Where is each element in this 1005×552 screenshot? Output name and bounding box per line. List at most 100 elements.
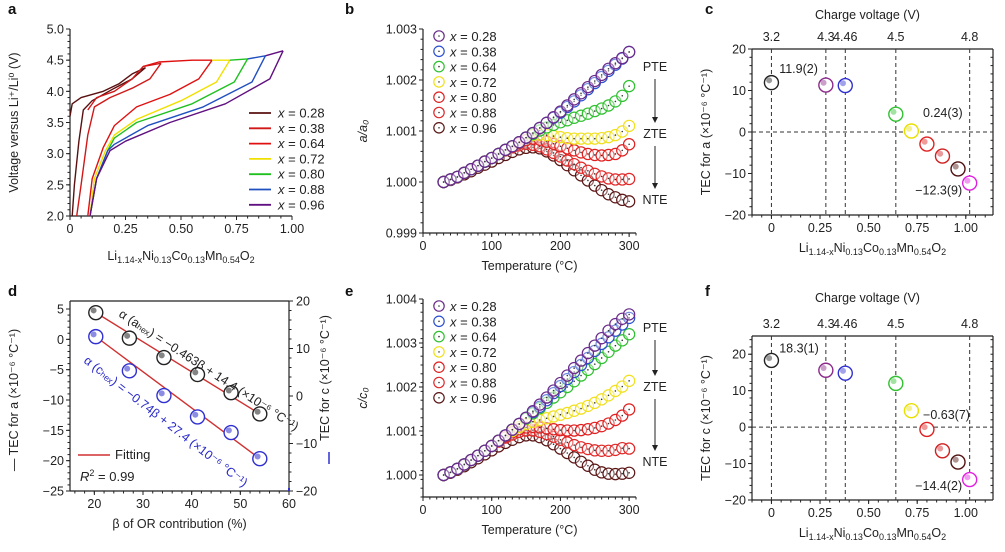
x-tick-label: 0.75 (905, 221, 929, 235)
data-point-center (587, 88, 589, 90)
data-point-center (621, 414, 624, 417)
data-point (888, 375, 904, 392)
data-point-center (525, 147, 527, 149)
formula-part: 2 (941, 247, 946, 257)
data-point-center (525, 417, 527, 419)
x-tick-label: 0.75 (905, 506, 929, 520)
curve-charge-1 (87, 62, 162, 111)
data-point-center (607, 450, 610, 452)
data-point-center (587, 448, 589, 450)
data-point-center (573, 100, 575, 103)
data-point-center (566, 159, 569, 162)
legend-value: = 0.64 (457, 330, 497, 345)
data-point-center (614, 134, 617, 136)
data-point-center (607, 177, 610, 180)
data-point-center (600, 337, 603, 339)
formula-part: Ni (834, 241, 846, 255)
data-point-highlight (90, 307, 97, 314)
data-point-center (614, 449, 617, 451)
data-point-center (552, 415, 555, 418)
data-point-center (545, 396, 548, 399)
data-point-center (621, 339, 624, 342)
legend-value: = 0.64 (285, 136, 325, 151)
data-point-center (552, 142, 555, 145)
y-tick-label: 2.0 (47, 210, 64, 224)
panel-a: 0 0.25 0.50 0.75 1.00 2.0 2.5 3.0 3.5 4.0 4.5 5.0 Li… (7, 23, 325, 266)
data-point-center (580, 174, 582, 177)
legend-x: x (449, 360, 457, 375)
legend-marker-center (438, 111, 440, 114)
data-point-center (442, 474, 445, 476)
data-point (950, 454, 966, 470)
data-point-center (504, 436, 507, 439)
data-point-highlight (158, 352, 165, 359)
data-point-center (518, 426, 520, 428)
formula-part: Li (799, 526, 809, 540)
data-point-center (470, 461, 472, 464)
data-point-center (580, 446, 582, 449)
data-point-center (559, 447, 562, 450)
formula-part: 0.13 (187, 255, 205, 265)
data-point-center (545, 150, 548, 153)
legend-label: x = 0.38 (449, 314, 497, 329)
data-point-center (456, 176, 459, 178)
legend-value: = 0.28 (285, 106, 325, 121)
data-point-highlight (225, 387, 232, 394)
legend-x: x (449, 90, 457, 105)
data-point-center (628, 472, 630, 474)
data-point-highlight (192, 369, 199, 376)
y-axis-title: TEC for c (×10⁻⁶ °C⁻¹) (699, 355, 713, 481)
data-point-center (587, 112, 589, 115)
data-point-center (566, 429, 569, 432)
data-point-center (559, 110, 562, 113)
legend-label: x = 0.28 (449, 29, 497, 44)
legend-label: x = 0.64 (449, 330, 497, 345)
data-point-highlight (766, 355, 773, 362)
y-tick-label: 20 (732, 348, 746, 362)
y-tick-label: 1.002 (386, 381, 417, 395)
data-point-center (573, 137, 575, 140)
y-tick-label: 0.999 (386, 227, 417, 241)
formula-part: 0.54 (914, 247, 932, 257)
panel-c: 0 0.25 0.50 0.75 1.00−20−1001020Li1.14-xNi0.… (699, 8, 994, 257)
y-tick-label: 2.5 (47, 178, 64, 192)
curve-charge-2 (143, 59, 213, 68)
data-point-center (552, 152, 555, 154)
data-point-center (621, 149, 624, 152)
data-point-center (587, 428, 589, 431)
formula-part: O (931, 526, 941, 540)
data-point-center (600, 137, 603, 139)
data-point-center (477, 166, 479, 169)
data-point-center (490, 160, 493, 163)
legend-marker (433, 391, 445, 404)
y-tick-label: 3.5 (47, 116, 64, 130)
data-point-highlight (192, 411, 199, 418)
data-point-center (621, 318, 624, 320)
y-tick-label: 1.001 (386, 125, 417, 139)
data-point-center (607, 154, 610, 156)
data-point-center (607, 472, 610, 475)
data-point-center (552, 396, 555, 399)
y-axis-title: a/a₀ (356, 120, 370, 143)
legend-x: x (277, 136, 285, 151)
y-tick-label: 10 (732, 384, 746, 398)
data-point-center (484, 453, 486, 456)
legend-marker-center (438, 35, 440, 37)
data-point-center (628, 51, 630, 53)
legend-marker (433, 376, 445, 389)
data-point-center (628, 125, 630, 127)
y-tick-label: 20 (732, 43, 746, 57)
data-point (763, 74, 780, 91)
data-point-center (614, 178, 617, 181)
formula-part: Co (863, 241, 879, 255)
data-point-center (566, 412, 569, 414)
data-point (837, 365, 853, 381)
legend-x: x (277, 197, 285, 212)
top-axis-title: Charge voltage (V) (815, 8, 920, 22)
curve-charge-5 (247, 55, 266, 60)
value-annotation: 11.9(2) (779, 62, 818, 76)
data-point-center (532, 410, 534, 413)
data-point-center (600, 471, 603, 474)
data-point-center (607, 422, 610, 425)
legend-value: = 0.96 (457, 391, 497, 406)
